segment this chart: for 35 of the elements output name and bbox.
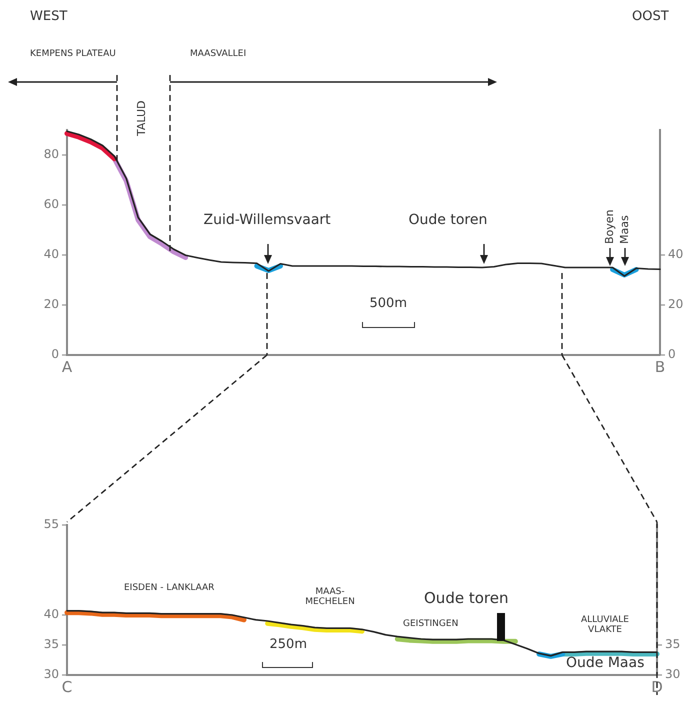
y2-tick-label: 20 bbox=[668, 297, 684, 312]
y2-tick-label: 35 bbox=[665, 637, 680, 652]
annotation: TALUD bbox=[135, 100, 148, 136]
x-tick-label: D bbox=[651, 678, 663, 696]
x-tick-label: C bbox=[62, 678, 72, 696]
x-tick-label: A bbox=[62, 358, 73, 376]
y-tick-label: 40 bbox=[44, 247, 59, 262]
y-tick-label: 0 bbox=[51, 347, 59, 362]
y-tick-label: 55 bbox=[44, 517, 59, 532]
y-tick-label: 80 bbox=[44, 147, 59, 162]
text: WEST bbox=[30, 9, 68, 24]
annotation: 500m bbox=[370, 296, 407, 312]
y-tick-label: 40 bbox=[44, 607, 59, 622]
annotation: Oude Maas bbox=[566, 655, 644, 672]
y2-tick-label: 30 bbox=[665, 667, 680, 682]
y-tick-label: 35 bbox=[44, 637, 59, 652]
text: KEMPENS PLATEAU bbox=[30, 49, 116, 60]
text: OOST bbox=[632, 9, 669, 24]
annotation: Zuid-Willemsvaart bbox=[204, 212, 331, 228]
text: MAASVALLEI bbox=[190, 49, 246, 60]
y2-tick-label: 0 bbox=[668, 347, 676, 362]
annotation: GEISTINGEN bbox=[403, 619, 458, 630]
x-tick-label: B bbox=[654, 358, 666, 376]
annotation: Oude toren bbox=[424, 589, 508, 607]
annotation: Oude toren bbox=[408, 212, 488, 228]
annotation: 250m bbox=[270, 637, 307, 652]
y-tick-label: 30 bbox=[44, 667, 59, 682]
y2-tick-label: 40 bbox=[668, 247, 684, 262]
annotation: Boyen bbox=[603, 209, 616, 244]
y-tick-label: 60 bbox=[44, 197, 59, 212]
annotation: MAAS-MECHELEN bbox=[304, 587, 356, 608]
y-tick-label: 20 bbox=[44, 297, 59, 312]
annotation: ALLUVIALE VLAKTE bbox=[580, 615, 630, 636]
annotation: Maas bbox=[618, 215, 632, 244]
annotation: EISDEN - LANKLAAR bbox=[124, 583, 214, 594]
